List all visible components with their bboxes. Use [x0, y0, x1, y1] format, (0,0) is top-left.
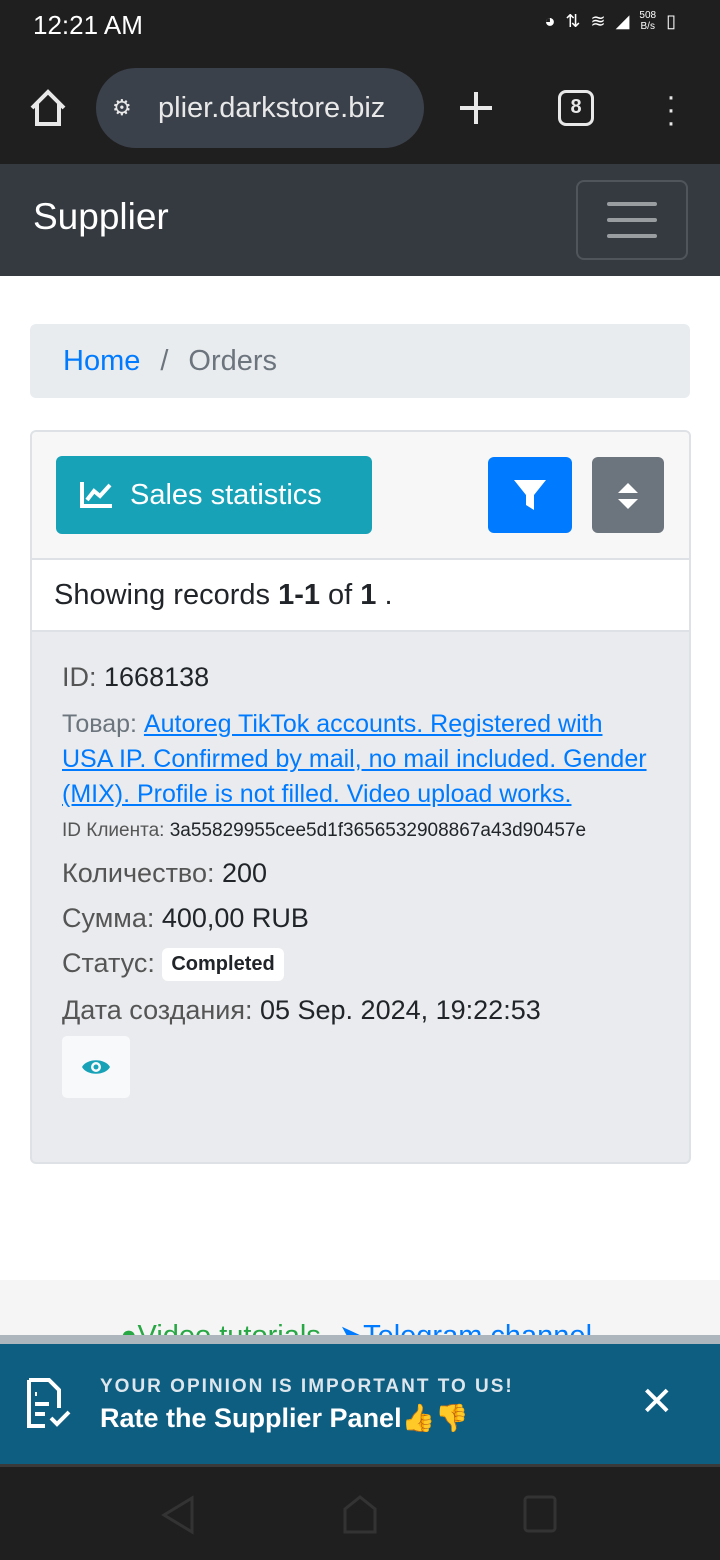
navbar: Supplier	[0, 164, 720, 276]
sort-button[interactable]	[592, 457, 664, 533]
brand[interactable]: Supplier	[33, 196, 169, 237]
banner-title: YOUR OPINION IS IMPORTANT TO US!	[100, 1376, 514, 1397]
navbar-toggle-button[interactable]	[576, 180, 688, 260]
signal-icon: ◢	[615, 10, 630, 31]
sort-icon	[618, 483, 638, 509]
breadcrumb: Home / Orders	[30, 324, 690, 398]
order-product: Товар: Autoreg TikTok accounts. Register…	[62, 710, 647, 808]
data-saver-icon: ◕	[544, 10, 556, 31]
status-badge: Completed	[162, 948, 284, 982]
product-link[interactable]: Autoreg TikTok accounts. Registered with…	[62, 710, 647, 808]
address-bar[interactable]: ⚙ plier.darkstore.biz	[96, 68, 424, 148]
order-item: ID: 1668138 Товар: Autoreg TikTok accoun…	[32, 632, 689, 1128]
orders-card: Sales statistics Showing records 1-1 of …	[30, 430, 691, 1164]
back-icon[interactable]	[160, 1495, 196, 1535]
footer: ●Video tutorials ➤Telegram channel	[0, 1280, 720, 1340]
filter-button[interactable]	[488, 457, 572, 533]
battery-charging-icon: ▯	[666, 10, 676, 31]
breadcrumb-current: Orders	[188, 345, 278, 377]
breadcrumb-home[interactable]: Home	[63, 345, 141, 377]
feedback-banner[interactable]: YOUR OPINION IS IMPORTANT TO US! Rate th…	[0, 1344, 720, 1464]
system-navigation-bar	[0, 1464, 720, 1560]
view-order-button[interactable]	[62, 1036, 130, 1099]
banner-text: Rate the Supplier Panel👍👎	[100, 1403, 469, 1433]
order-quantity: Количество: 200	[62, 858, 268, 888]
home-nav-icon[interactable]	[342, 1495, 378, 1535]
order-sum: Сумма: 400,00 RUB	[62, 903, 309, 933]
browser-toolbar: ⚙ plier.darkstore.biz 8 · · ·	[0, 50, 720, 164]
tab-switcher-button[interactable]: 8	[558, 90, 594, 126]
data-transfer-icon: ⇅	[565, 10, 581, 31]
net-speed: 508 B/s	[639, 10, 657, 32]
site-settings-icon[interactable]: ⚙	[112, 95, 132, 120]
menu-icon[interactable]: · · ·	[666, 80, 676, 139]
sales-statistics-button[interactable]: Sales statistics	[56, 456, 372, 534]
home-icon[interactable]	[28, 88, 68, 128]
wifi-icon: ≋	[590, 10, 606, 31]
order-date: Дата создания: 05 Sep. 2024, 19:22:53	[62, 995, 541, 1026]
chart-line-icon	[80, 482, 112, 508]
banner-border	[0, 1335, 720, 1344]
filter-icon	[514, 480, 546, 510]
recents-icon[interactable]	[523, 1495, 557, 1535]
clock: 12:21 AM	[33, 10, 143, 40]
new-tab-icon[interactable]	[458, 90, 494, 126]
records-summary: Showing records 1-1 of 1 .	[32, 560, 689, 632]
order-status: Статус: Completed	[62, 948, 659, 982]
document-check-icon	[27, 1378, 71, 1428]
client-id: ID Клиента: 3a55829955cee5d1f36565329088…	[62, 820, 587, 841]
eye-icon	[82, 1060, 110, 1075]
status-bar: 12:21 AM ◕ ⇅ ≋ ◢ 508 B/s ▯	[0, 0, 720, 50]
close-icon[interactable]: ✕	[640, 1380, 674, 1424]
order-id: ID: 1668138	[62, 662, 210, 692]
